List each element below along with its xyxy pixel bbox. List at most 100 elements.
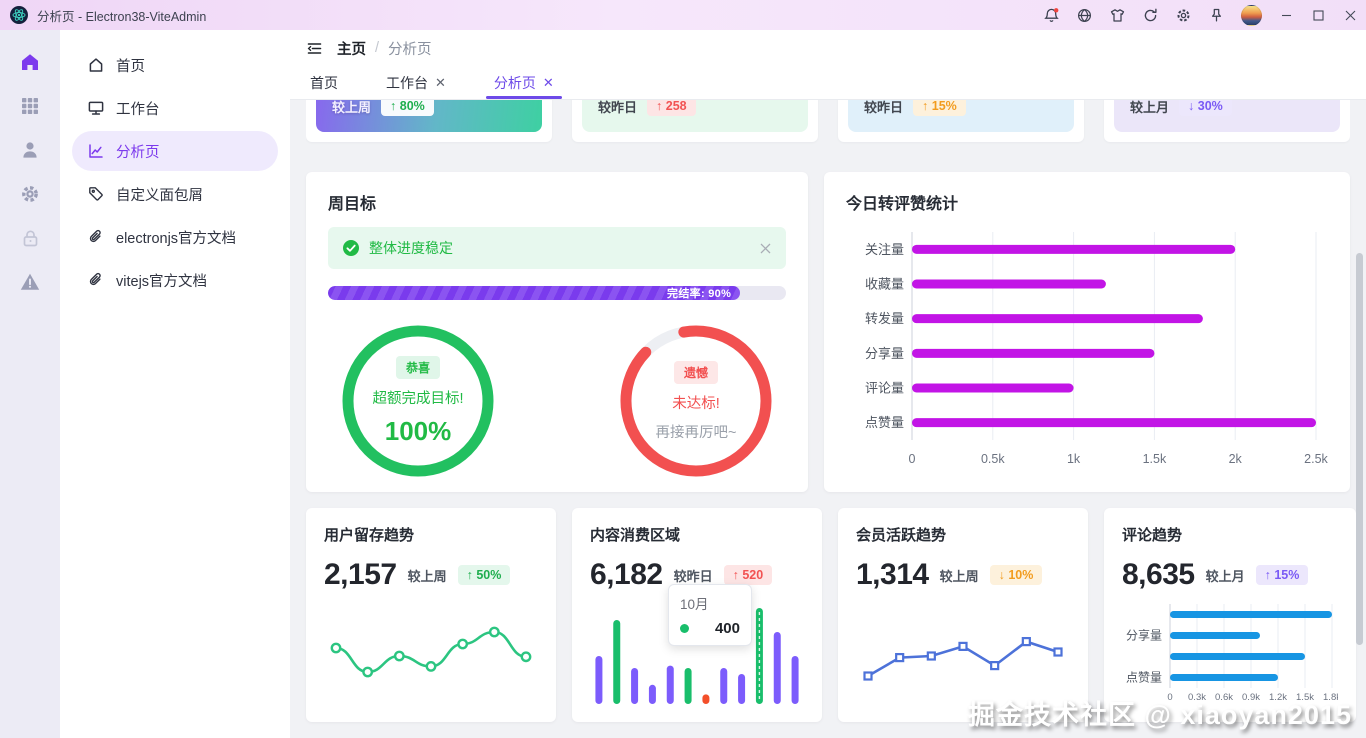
close-button[interactable] <box>1334 0 1366 30</box>
rail-item-warning[interactable] <box>11 262 49 302</box>
tag-icon <box>89 187 103 201</box>
svg-text:0.9k: 0.9k <box>1242 692 1260 703</box>
user-avatar[interactable] <box>1241 4 1262 26</box>
svg-text:评论量: 评论量 <box>865 381 904 396</box>
compare-label: 较上月 <box>1205 568 1245 584</box>
sidebar-item-analysis[interactable]: 分析页 <box>72 131 278 171</box>
gauge-value: 100% <box>384 415 452 446</box>
metric-value: 6,182 <box>590 558 663 591</box>
sidebar-item-label: vitejs官方文档 <box>116 273 208 290</box>
chart-line-icon <box>89 144 103 158</box>
sidebar-item-label: 自定义面包屑 <box>116 187 203 204</box>
rail-item-lock[interactable] <box>11 218 49 258</box>
gauges-row: 恭喜 超额完成目标! 100% 遗憾 未达标! 再接再厉吧 <box>328 322 786 480</box>
theme-button[interactable] <box>1101 0 1134 30</box>
svg-text:1.2k: 1.2k <box>1269 692 1287 703</box>
svg-text:1.5k: 1.5k <box>1143 452 1167 466</box>
refresh-icon <box>1144 8 1157 21</box>
consumption-bar-chart[interactable] <box>590 600 804 704</box>
sidebar-item-workbench[interactable]: 工作台 <box>72 88 278 128</box>
metric-value: 2,157 <box>324 558 397 591</box>
rail-item-settings[interactable] <box>11 174 49 214</box>
card-title: 会员活跃趋势 <box>856 527 947 544</box>
chart-tooltip: 10月 400 <box>668 584 752 646</box>
stat-card-week[interactable]: 较上周 ↑ 80% <box>306 100 552 142</box>
gauge-tag: 恭喜 <box>395 355 440 379</box>
notifications-button[interactable] <box>1035 0 1068 30</box>
pin-button[interactable] <box>1200 0 1233 30</box>
refresh-button[interactable] <box>1134 0 1167 30</box>
maximize-button[interactable] <box>1302 0 1334 30</box>
gauge-fail: 遗憾 未达标! 再接再厉吧~ <box>617 322 775 480</box>
svg-text:点赞量: 点赞量 <box>865 415 904 430</box>
lock-icon <box>23 229 37 246</box>
retention-trend-card: 用户留存趋势 2,157 较上周 ↑ 50% <box>306 508 556 722</box>
sidebar-item-vite-docs[interactable]: vitejs官方文档 <box>72 260 278 300</box>
sidebar-collapse-button[interactable] <box>306 40 323 57</box>
gauge-ring <box>620 325 772 477</box>
compare-label: 较上周 <box>407 568 447 584</box>
check-circle-icon <box>343 240 359 256</box>
svg-text:0: 0 <box>909 452 916 466</box>
stat-card-yesterday-1[interactable]: 较昨日 ↑ 258 <box>572 100 818 142</box>
stat-badge: ↑ 258 <box>647 100 696 116</box>
svg-text:收藏量: 收藏量 <box>865 277 904 292</box>
member-activity-card: 会员活跃趋势 1,314 较上周 ↓ 10% <box>838 508 1088 722</box>
svg-text:1.8k: 1.8k <box>1323 692 1338 703</box>
gauge-tag: 遗憾 <box>673 360 718 384</box>
tab-close-icon[interactable]: ✕ <box>542 75 554 90</box>
tab-label: 工作台 <box>386 74 428 91</box>
stat-badge: ↑ 80% <box>381 100 434 116</box>
alert-close-icon[interactable] <box>759 242 772 255</box>
stat-label: 较上周 <box>332 100 372 115</box>
sidebar-item-label: 分析页 <box>116 144 160 161</box>
alert-text: 整体进度稳定 <box>369 240 453 256</box>
card-title: 内容消费区域 <box>590 527 681 544</box>
settings-button[interactable] <box>1167 0 1200 30</box>
card-title: 用户留存趋势 <box>324 527 415 544</box>
language-button[interactable] <box>1068 0 1101 30</box>
sidebar-item-electron-docs[interactable]: electronjs官方文档 <box>72 217 278 257</box>
retention-line-chart[interactable] <box>324 600 538 704</box>
svg-text:分享量: 分享量 <box>865 346 904 361</box>
rail-item-user[interactable] <box>11 130 49 170</box>
svg-text:关注量: 关注量 <box>865 242 904 257</box>
maximize-icon <box>1312 9 1324 21</box>
series-dot <box>680 624 689 633</box>
sidebar-item-home[interactable]: 首页 <box>72 45 278 85</box>
gauge-success: 恭喜 超额完成目标! 100% <box>339 322 497 480</box>
breadcrumb-root[interactable]: 主页 <box>337 41 366 58</box>
svg-text:2.5k: 2.5k <box>1304 452 1328 466</box>
stat-card-yesterday-2[interactable]: 较昨日 ↑ 15% <box>838 100 1084 142</box>
user-icon <box>23 142 37 158</box>
rail-item-home[interactable] <box>11 42 49 82</box>
tab-close-icon[interactable]: ✕ <box>435 75 446 90</box>
svg-text:0: 0 <box>1167 692 1172 703</box>
tab-home[interactable]: 首页 <box>306 66 342 99</box>
success-alert: 整体进度稳定 <box>328 227 786 269</box>
scrollbar-thumb[interactable] <box>1356 253 1363 645</box>
rail-item-apps[interactable] <box>11 86 49 126</box>
stat-card-month[interactable]: 较上月 ↓ 30% <box>1104 100 1350 142</box>
svg-text:2k: 2k <box>1229 452 1243 466</box>
close-icon <box>1345 10 1355 20</box>
metric-value: 1,314 <box>856 558 929 591</box>
content-area: 较上周 ↑ 80% 较昨日 ↑ 258 <box>290 100 1366 738</box>
tab-analysis[interactable]: 分析页 ✕ <box>485 66 562 99</box>
stat-badge: ↓ 30% <box>1179 100 1232 116</box>
svg-text:0.3k: 0.3k <box>1188 692 1206 703</box>
sidebar-item-label: electronjs官方文档 <box>116 230 237 247</box>
settings-gear-icon <box>22 186 38 202</box>
activity-line-chart[interactable] <box>856 600 1070 704</box>
gear-icon <box>1177 9 1190 21</box>
tabs-bar: 首页 工作台 ✕ 分析页 ✕ <box>290 66 1366 100</box>
sidebar-item-breadcrumb-demo[interactable]: 自定义面包屑 <box>72 174 278 214</box>
tab-workbench[interactable]: 工作台 ✕ <box>382 66 450 99</box>
minimize-button[interactable] <box>1270 0 1302 30</box>
trend-badge: ↓ 10% <box>989 565 1043 585</box>
week-goal-card: 周目标 整体进度稳定 <box>306 172 808 492</box>
tab-label: 首页 <box>310 74 338 91</box>
sidebar-item-label: 工作台 <box>116 101 160 118</box>
